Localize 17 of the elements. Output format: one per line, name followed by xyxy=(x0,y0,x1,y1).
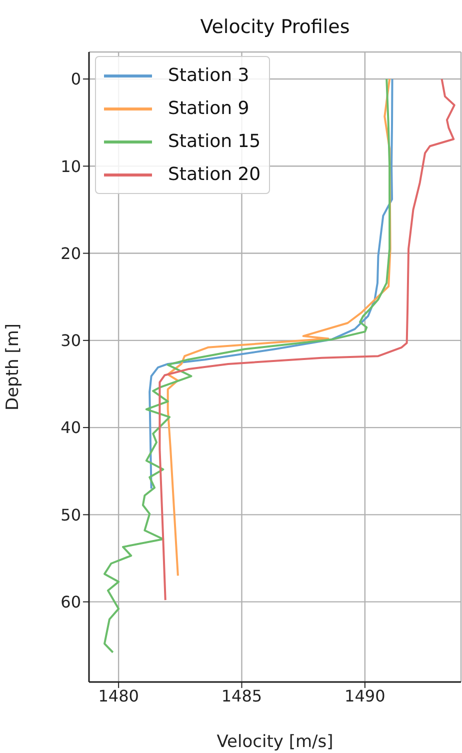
y-tick-label: 0 xyxy=(70,70,81,89)
legend-label: Station 20 xyxy=(168,164,261,185)
y-tick-label: 50 xyxy=(60,505,81,524)
legend-label: Station 9 xyxy=(168,98,250,119)
x-tick-label: 1480 xyxy=(98,686,139,706)
x-axis-title: Velocity [m/s] xyxy=(216,732,334,752)
y-tick-label: 10 xyxy=(60,156,81,176)
y-tick-label: 40 xyxy=(60,418,81,438)
y-tick-label: 60 xyxy=(60,592,81,612)
legend-label: Station 15 xyxy=(168,131,261,152)
legend-label: Station 3 xyxy=(168,65,250,86)
x-tick-label: 1485 xyxy=(221,686,262,706)
chart-title: Velocity Profiles xyxy=(199,16,351,38)
y-tick-label: 20 xyxy=(60,244,81,263)
y-tick-label: 30 xyxy=(60,331,81,350)
y-axis-title: Depth [m] xyxy=(3,323,24,411)
x-tick-label: 1490 xyxy=(344,686,386,706)
